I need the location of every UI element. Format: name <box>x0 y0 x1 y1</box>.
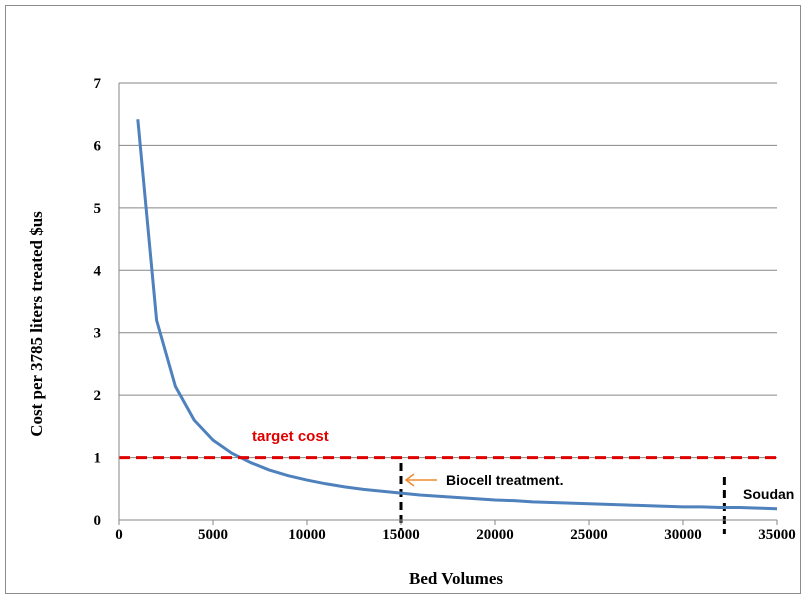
x-tick-label: 5000 <box>198 527 228 543</box>
x-tick-label: 35000 <box>758 527 796 543</box>
y-axis-title: Cost per 3785 liters treated $us <box>27 211 46 437</box>
x-tick-label: 20000 <box>476 527 514 543</box>
x-tick-label: 15000 <box>382 527 420 543</box>
x-tick-label: 10000 <box>288 527 326 543</box>
x-tick-label: 25000 <box>570 527 608 543</box>
y-tick-label: 7 <box>94 76 102 92</box>
axes <box>118 83 778 525</box>
x-tick-label: 0 <box>115 527 123 543</box>
tick-labels: 0 5000 10000 15000 20000 25000 30000 35000 0 1 2 3 4… <box>94 76 796 543</box>
arrow-head <box>404 473 415 487</box>
target-cost-label: target cost <box>252 428 329 445</box>
chart-frame <box>5 5 801 594</box>
y-tick-label: 5 <box>94 201 102 217</box>
soudan-label: Soudan <box>743 486 794 502</box>
biocell-treatment-label: Biocell treatment. <box>446 472 563 488</box>
y-tick-label: 3 <box>94 326 102 342</box>
x-tick-label: 30000 <box>664 527 702 543</box>
y-tick-label: 2 <box>94 388 102 404</box>
arrow-icon <box>404 473 437 487</box>
y-tick-label: 0 <box>94 513 102 529</box>
gridlines <box>119 82 777 459</box>
y-tick-label: 6 <box>94 138 102 154</box>
marker-lines <box>399 463 726 534</box>
y-tick-label: 1 <box>94 451 102 467</box>
x-axis-title: Bed Volumes <box>409 569 503 588</box>
series-layer <box>136 119 778 511</box>
series-line <box>136 119 778 511</box>
y-tick-label: 4 <box>94 263 102 279</box>
